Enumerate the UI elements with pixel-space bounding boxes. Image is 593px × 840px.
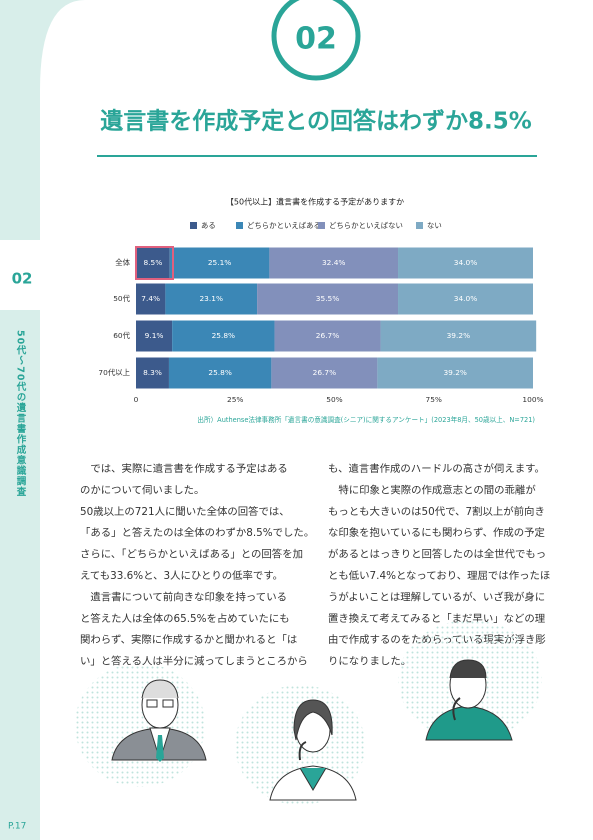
header-title: 遺言書を作成予定との回答はわずか8.5%: [100, 108, 532, 135]
value-label: 23.1%: [199, 294, 222, 303]
dot-blob: [75, 663, 205, 787]
body-line: 関わらず、実際に作成するかと聞かれると「は: [80, 633, 297, 646]
legend-label: どちらかといえばある: [247, 221, 321, 230]
bar-segment: [257, 283, 399, 315]
legend-swatch: [236, 222, 243, 229]
highlight-box: [135, 246, 174, 280]
person-illustration: [111, 679, 207, 762]
body-line: では、実際に遺言書を作成する予定はある: [90, 462, 287, 475]
header-number: 02: [295, 22, 337, 57]
sidebar-number: 02: [12, 270, 33, 288]
body-line: も、遺言書作成のハードルの高さが伺えます。: [328, 462, 545, 475]
body-line: りになりました。: [328, 656, 411, 668]
value-label: 7.4%: [141, 294, 160, 303]
category-label: 60代: [113, 331, 130, 340]
category-label: 全体: [115, 258, 130, 267]
body-line: 特に印象と実際の作成意志との間の乖離が: [338, 483, 536, 496]
legend-swatch: [416, 222, 423, 229]
legend-swatch: [318, 222, 325, 229]
body-line: さらに、「どちらかといえばある」との回答を加: [80, 548, 303, 561]
body-line: えても33.6%と、3人にひとりの低率です。: [80, 570, 283, 582]
bar-segment: [274, 320, 381, 352]
value-label: 26.7%: [316, 331, 339, 340]
body-line: のかについて伺いました。: [80, 483, 204, 496]
chart-source: 出所）Authense法律事務所「遺言書の意識調査(シニア)に関するアンケート」…: [197, 415, 535, 424]
value-label: 34.0%: [454, 258, 477, 267]
bar-segment: [136, 247, 170, 279]
body-line: とも低い7.4%となっており、理屈では作ったほ: [328, 570, 550, 582]
bar-segment: [165, 283, 258, 315]
value-label: 25.8%: [212, 331, 235, 340]
body-line: うがよいことは理解しているが、いざ我が身に: [328, 590, 545, 603]
value-label: 8.3%: [143, 368, 162, 377]
legend-label: ある: [201, 221, 216, 230]
sidebar-section: 50代～70代の遺言書作成意識調査: [15, 330, 28, 497]
value-label: 39.2%: [443, 368, 466, 377]
number-circle: [271, 0, 361, 81]
value-label: 26.7%: [313, 368, 336, 377]
legend-label: どちらかといえばない: [329, 221, 403, 230]
body-line: と答えた人は全体の65.5%を占めていたにも: [80, 612, 290, 625]
body-line: い」と答える人は半分に減ってしまうところから: [80, 655, 308, 668]
chart: 【50代以上】遺言書を作成する予定がありますか ある どちらかといえばある どちらか…: [98, 197, 543, 405]
value-label: 32.4%: [322, 258, 345, 267]
x-tick-label: 25%: [227, 395, 243, 404]
person-illustration: [425, 659, 513, 741]
x-tick-label: 75%: [426, 395, 442, 404]
legend-swatch: [190, 222, 197, 229]
legend-label: ない: [427, 221, 442, 230]
x-tick-label: 100%: [522, 395, 543, 404]
category-label: 70代以上: [98, 368, 130, 377]
value-label: 39.2%: [447, 331, 470, 340]
x-tick-label: 50%: [326, 395, 342, 404]
sidebar-tab: [0, 240, 40, 310]
bar-segment: [136, 320, 173, 352]
bar-segment: [377, 357, 533, 389]
page-number: P.17: [8, 822, 26, 832]
chart-title: 【50代以上】遺言書を作成する予定がありますか: [226, 197, 404, 207]
body-line: があるとはっきりと回答したのは全世代でもっ: [328, 548, 546, 561]
bar-segment: [136, 357, 169, 389]
body-line: もっとも大きいのは50代で、7割以上が前向き: [328, 505, 545, 518]
x-tick-label: 0: [134, 395, 139, 404]
right-column: も、遺言書作成のハードルの高さが伺えます。特に印象と実際の作成意志との間の乖離が…: [328, 462, 550, 668]
value-label: 34.0%: [454, 294, 477, 303]
value-label: 25.1%: [208, 258, 231, 267]
person-illustration: [269, 699, 357, 801]
category-label: 50代: [113, 294, 130, 303]
body-line: 置き換えて考えてみると「まだ早い」などの理: [328, 613, 546, 625]
body-line: 50歳以上の721人に聞いた全体の回答では、: [80, 505, 290, 518]
bar-segment: [168, 357, 272, 389]
bar-segment: [269, 247, 399, 279]
bar-segment: [136, 283, 166, 315]
value-label: 35.5%: [316, 294, 339, 303]
illustrations: [75, 620, 542, 805]
body-line: 遺言書について前向きな印象を持っている: [90, 590, 287, 603]
bar-segment: [398, 247, 533, 279]
value-label: 25.8%: [208, 368, 231, 377]
bar-segment: [172, 320, 275, 352]
value-label: 9.1%: [145, 331, 164, 340]
body-line: な印象を抱いているにも関わらず、作成の予定: [328, 526, 545, 539]
bar-segment: [398, 283, 533, 315]
body-line: 「ある」と答えたのは全体のわずか8.5%でした。: [80, 526, 314, 539]
bar-segment: [380, 320, 537, 352]
bar-segment: [271, 357, 378, 389]
value-label: 8.5%: [143, 258, 162, 267]
bar-segment: [169, 247, 270, 279]
